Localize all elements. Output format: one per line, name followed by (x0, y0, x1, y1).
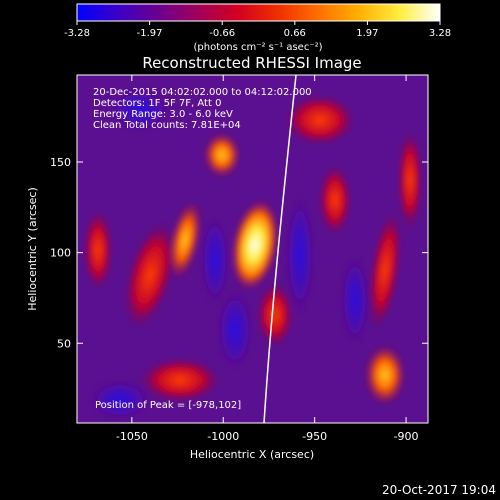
solar-image (77, 75, 428, 423)
plot-frame (76, 74, 429, 424)
colorbar-tick-label: 0.66 (284, 28, 306, 39)
colorbar-tick-label: -0.66 (209, 28, 235, 39)
colorbar-tick-label: -3.28 (64, 28, 90, 39)
solar-limb-line (263, 75, 297, 423)
colorbar-tick-label: -1.97 (137, 28, 163, 39)
colorbar-tick-label: 3.28 (429, 28, 451, 39)
info-line: Detectors: 1F 5F 7F, Att 0 (93, 98, 221, 109)
x-tick-label: -1000 (207, 430, 239, 443)
info-line: 20-Dec-2015 04:02:02.000 to 04:12:02.000 (93, 87, 312, 98)
colorbar-strip (76, 3, 441, 22)
colorbar-units: (photons cm⁻² s⁻¹ asec⁻²) (193, 42, 322, 53)
colorbar: -3.28 -1.97 -0.66 0.66 1.97 3.28 (photons cm⁻… (64, 3, 451, 53)
info-line: Clean Total counts: 7.81E+04 (93, 120, 241, 131)
x-axis-ticks: -1050 -1000 -950 -900 (116, 75, 419, 443)
y-axis-ticks: 50 100 150 (50, 156, 428, 350)
info-line: Energy Range: 3.0 - 6.0 keV (93, 109, 233, 120)
colorbar-ticks: -3.28 -1.97 -0.66 0.66 1.97 3.28 (64, 21, 451, 39)
colorbar-tick-label: 1.97 (356, 28, 378, 39)
x-tick-label: -950 (302, 430, 327, 443)
peak-position: Position of Peak = [-978,102] (95, 400, 241, 411)
y-tick-label: 50 (57, 337, 71, 350)
observation-info: 20-Dec-2015 04:02:02.000 to 04:12:02.000… (93, 87, 312, 131)
footer-timestamp: 20-Oct-2017 19:04 (382, 483, 496, 497)
y-axis-label: Heliocentric Y (arcsec) (26, 187, 39, 311)
y-tick-label: 100 (50, 247, 71, 260)
x-tick-label: -900 (394, 430, 419, 443)
y-tick-label: 150 (50, 156, 71, 169)
x-tick-label: -1050 (116, 430, 148, 443)
x-axis-label: Heliocentric X (arcsec) (190, 448, 314, 461)
plot-title: Reconstructed RHESSI Image (142, 54, 361, 72)
